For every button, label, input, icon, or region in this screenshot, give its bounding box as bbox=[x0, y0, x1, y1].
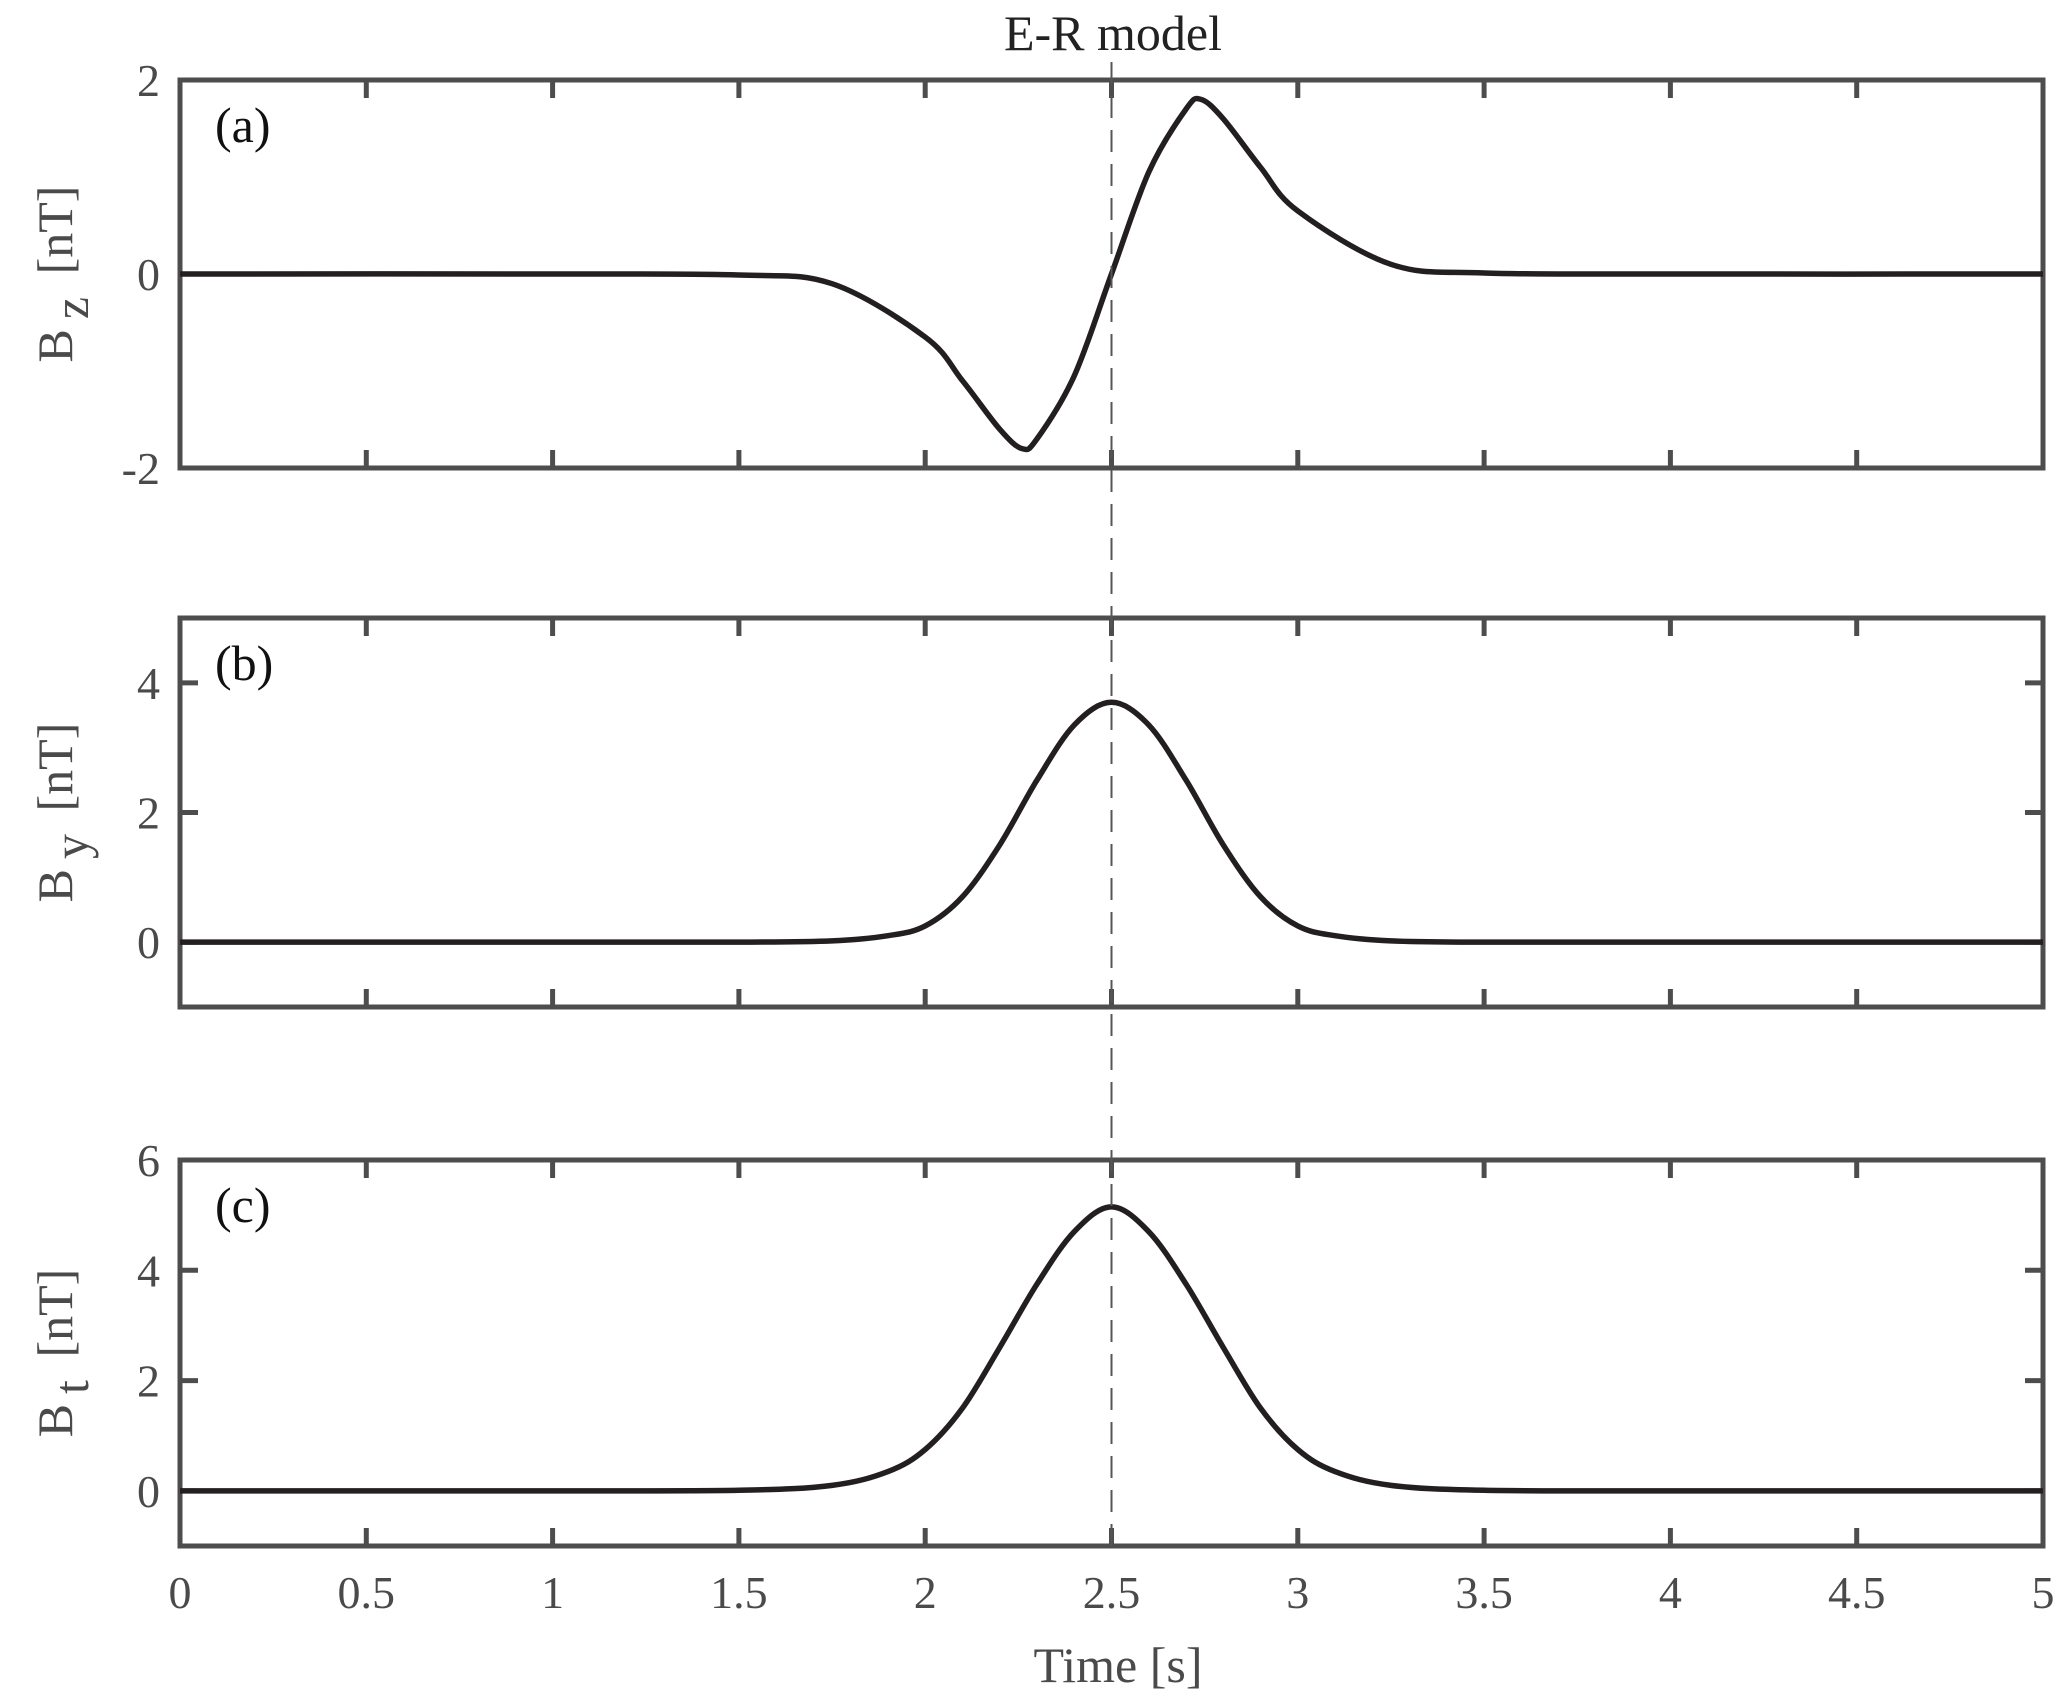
x-tick-label: 2.5 bbox=[1083, 1567, 1141, 1618]
y-axis-label-unit: [nT] bbox=[27, 723, 83, 824]
y-tick-label: -2 bbox=[122, 443, 160, 494]
axes-frame bbox=[177, 1157, 2046, 1549]
x-axis-label: Time [s] bbox=[1033, 1637, 1202, 1693]
panel-a: -2 0 2 Bz [nT] (a) bbox=[27, 55, 2046, 494]
y-axis-label-subscript: t bbox=[43, 1380, 99, 1394]
y-tick-label: 2 bbox=[137, 55, 160, 106]
y-axis-label-subscript: y bbox=[43, 834, 99, 859]
panel-label: (b) bbox=[215, 635, 273, 691]
x-tick-label: 0 bbox=[169, 1567, 192, 1618]
panel-c: 0 2 4 6 0 0.5 1 1.5 2 2.5 3 3.5 4 4.5 5 Bt [nT] (c) bbox=[27, 1135, 2055, 1618]
y-axis-label: By [nT] bbox=[27, 723, 99, 903]
y-tick-label: 0 bbox=[137, 249, 160, 300]
x-tick-label: 1.5 bbox=[710, 1567, 768, 1618]
panel-b: 0 2 4 By [nT] (b) bbox=[27, 615, 2046, 1010]
y-tick-label: 4 bbox=[137, 658, 160, 709]
x-tick-label: 4.5 bbox=[1828, 1567, 1886, 1618]
x-tick-label: 3 bbox=[1286, 1567, 1309, 1618]
y-axis-label-symbol: B bbox=[27, 869, 83, 902]
y-axis-label-symbol: B bbox=[27, 329, 83, 362]
y-tick-label: 4 bbox=[137, 1245, 160, 1296]
y-tick-label: 6 bbox=[137, 1135, 160, 1186]
x-tick-label: 1 bbox=[541, 1567, 564, 1618]
x-tick-label: 3.5 bbox=[1455, 1567, 1513, 1618]
y-axis-label: Bz [nT] bbox=[27, 186, 99, 363]
y-axis-label-unit: [nT] bbox=[27, 186, 83, 287]
y-tick-label: 0 bbox=[137, 1466, 160, 1517]
y-axis-label-unit: [nT] bbox=[27, 1269, 83, 1370]
x-tick-label: 5 bbox=[2032, 1567, 2055, 1618]
y-axis-label: Bt [nT] bbox=[27, 1269, 99, 1438]
x-tick-label: 4 bbox=[1659, 1567, 1682, 1618]
panel-label: (c) bbox=[215, 1177, 271, 1233]
y-tick-label: 0 bbox=[137, 917, 160, 968]
chart-title: E-R model bbox=[1004, 5, 1222, 61]
series-line bbox=[179, 1204, 2044, 1494]
y-tick-label: 2 bbox=[137, 788, 160, 839]
x-tick-label: 0.5 bbox=[338, 1567, 396, 1618]
series-line bbox=[180, 699, 2043, 946]
x-tick-label: 2 bbox=[914, 1567, 937, 1618]
y-axis-label-subscript: z bbox=[43, 297, 99, 319]
y-tick-label: 2 bbox=[137, 1356, 160, 1407]
y-axis-label-symbol: B bbox=[27, 1404, 83, 1437]
panel-label: (a) bbox=[215, 97, 271, 153]
